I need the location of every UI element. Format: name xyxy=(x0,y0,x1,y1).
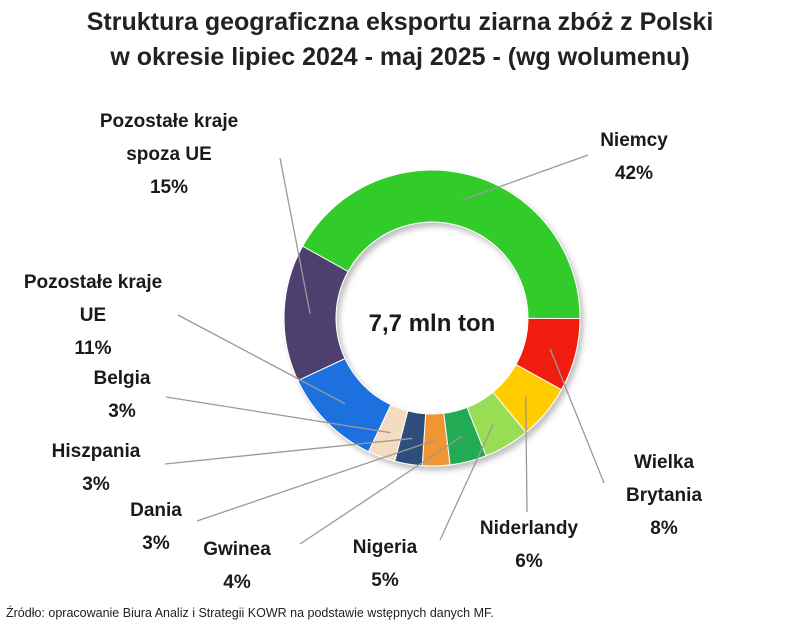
slice-label: Niemcy 42% xyxy=(600,130,668,184)
slice-percent: 42% xyxy=(615,163,653,184)
leader-line xyxy=(549,348,605,484)
leader-line xyxy=(196,439,436,522)
leader-lines xyxy=(164,154,605,545)
slice-percent: 3% xyxy=(142,533,170,554)
slice-name: Belgia xyxy=(93,368,150,389)
slice-label: Niderlandy 6% xyxy=(480,518,579,572)
leader-line xyxy=(165,396,391,434)
slice-name: UE xyxy=(80,305,106,326)
slice-label: Belgia 3% xyxy=(93,368,150,422)
slice-name: Dania xyxy=(130,500,182,521)
slice-label: Dania 3% xyxy=(130,500,182,554)
leader-line xyxy=(462,154,589,201)
slice-percent: 6% xyxy=(515,551,543,572)
slice-name: Brytania xyxy=(626,485,702,506)
slice-percent: 3% xyxy=(82,474,110,495)
slice-percent: 5% xyxy=(371,570,399,591)
slice-percent: 8% xyxy=(650,518,678,539)
slice-name: Pozostałe kraje xyxy=(24,272,162,293)
slice-name: Nigeria xyxy=(353,537,418,558)
slice-percent: 11% xyxy=(75,338,112,359)
slice-name: Niderlandy xyxy=(480,518,579,539)
leader-line xyxy=(177,314,346,405)
slice-label: Pozostałe kraje UE 11% xyxy=(24,272,162,359)
slice-name: Gwinea xyxy=(203,539,271,560)
slice-percent: 15% xyxy=(150,177,188,198)
slice-labels: Niemcy 42% Wielka Brytania 8% Niderlandy 6% Nig… xyxy=(24,111,703,593)
slice-label: Hiszpania 3% xyxy=(52,441,141,495)
center-total-label: 7,7 mln ton xyxy=(369,310,496,337)
source-note: Źródło: opracowanie Biura Analiz i Strat… xyxy=(6,606,494,620)
slice-name: Niemcy xyxy=(600,130,668,151)
leader-line xyxy=(525,396,528,513)
slice-name: Pozostałe kraje xyxy=(100,111,238,132)
slice-pozostałe-kraje-spoza-ue xyxy=(283,245,349,382)
slice-label: Nigeria 5% xyxy=(353,537,418,591)
donut-slices xyxy=(283,169,581,467)
chart-title-line1: Struktura geograficzna eksportu ziarna z… xyxy=(86,8,714,36)
slice-percent: 4% xyxy=(223,572,251,593)
slice-name: Hiszpania xyxy=(52,441,141,462)
leader-line xyxy=(279,157,311,314)
chart-title-line2: w okresie lipiec 2024 - maj 2025 - (wg w… xyxy=(110,43,690,71)
slice-label: Pozostałe kraje spoza UE 15% xyxy=(100,111,238,198)
slice-percent: 3% xyxy=(108,401,136,422)
slice-niemcy xyxy=(301,169,581,320)
slice-name: Wielka xyxy=(634,452,694,473)
leader-line xyxy=(299,435,463,545)
leader-line xyxy=(164,437,413,465)
leader-line xyxy=(439,422,495,541)
slice-label: Wielka Brytania 8% xyxy=(626,452,702,539)
slice-name: spoza UE xyxy=(126,144,212,165)
slice-label: Gwinea 4% xyxy=(203,539,271,593)
